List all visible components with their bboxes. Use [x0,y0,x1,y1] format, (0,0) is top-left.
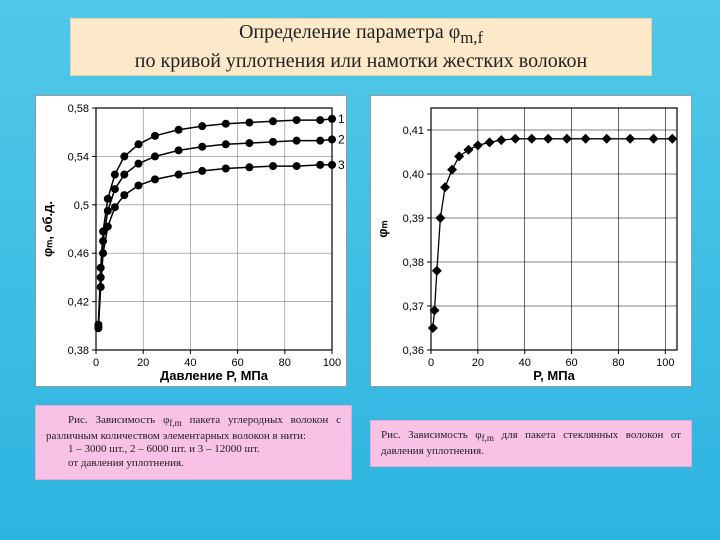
chart-right: 0204060801000,360,370,380,390,400,41P, М… [370,95,692,387]
svg-text:100: 100 [323,357,341,369]
svg-text:0,5: 0,5 [74,200,89,212]
svg-text:80: 80 [279,357,291,369]
title-text: Определение параметра φm,f по кривой упл… [127,20,595,74]
svg-text:0,42: 0,42 [68,297,89,309]
title-line1: Определение параметра φ [239,21,460,43]
svg-text:P, МПа: P, МПа [533,368,575,383]
svg-text:20: 20 [137,357,149,369]
svg-text:φₘ: φₘ [375,220,390,237]
svg-text:0,46: 0,46 [68,248,89,260]
svg-text:0,54: 0,54 [68,151,89,163]
svg-text:0,39: 0,39 [403,213,424,225]
caption-right: Рис. Зависимость φf,m для пакета стеклян… [370,420,692,467]
cap-l-sub: f,m [169,418,181,428]
svg-text:0,36: 0,36 [403,345,424,357]
svg-text:Давление P, МПа: Давление P, МПа [160,368,269,383]
title-bar: Определение параметра φm,f по кривой упл… [70,18,652,76]
svg-text:0: 0 [93,357,99,369]
svg-text:0,40: 0,40 [403,169,424,181]
svg-text:40: 40 [519,357,531,369]
cap-r-a: Рис. Зависимость φ [381,429,482,441]
svg-text:0: 0 [428,357,434,369]
cap-l-1a: Рис. Зависимость φ [68,414,169,426]
title-line2: по кривой уплотнения или намотки жестких… [135,50,587,72]
title-sub: m,f [460,28,483,47]
chart-left: 0204060801000,380,420,460,50,540,58123Да… [35,95,347,387]
svg-text:0,38: 0,38 [403,257,424,269]
cap-l-3: от давления уплотнения. [68,457,184,469]
svg-text:φₘ, об.д.: φₘ, об.д. [40,201,55,257]
svg-text:0,38: 0,38 [68,345,89,357]
svg-text:2: 2 [338,132,345,146]
cap-l-2: 1 – 3000 шт., 2 – 6000 шт. и 3 – 12000 ш… [68,443,260,455]
svg-text:20: 20 [472,357,484,369]
svg-text:0,58: 0,58 [68,103,89,115]
svg-text:80: 80 [612,357,624,369]
svg-text:0,37: 0,37 [403,301,424,313]
caption-left: Рис. Зависимость φf,m пакета углеродных … [35,405,352,480]
svg-text:3: 3 [338,158,345,172]
cap-r-sub: f,m [482,433,494,443]
svg-text:0,41: 0,41 [403,125,424,137]
svg-text:1: 1 [338,112,345,126]
svg-text:100: 100 [656,357,674,369]
